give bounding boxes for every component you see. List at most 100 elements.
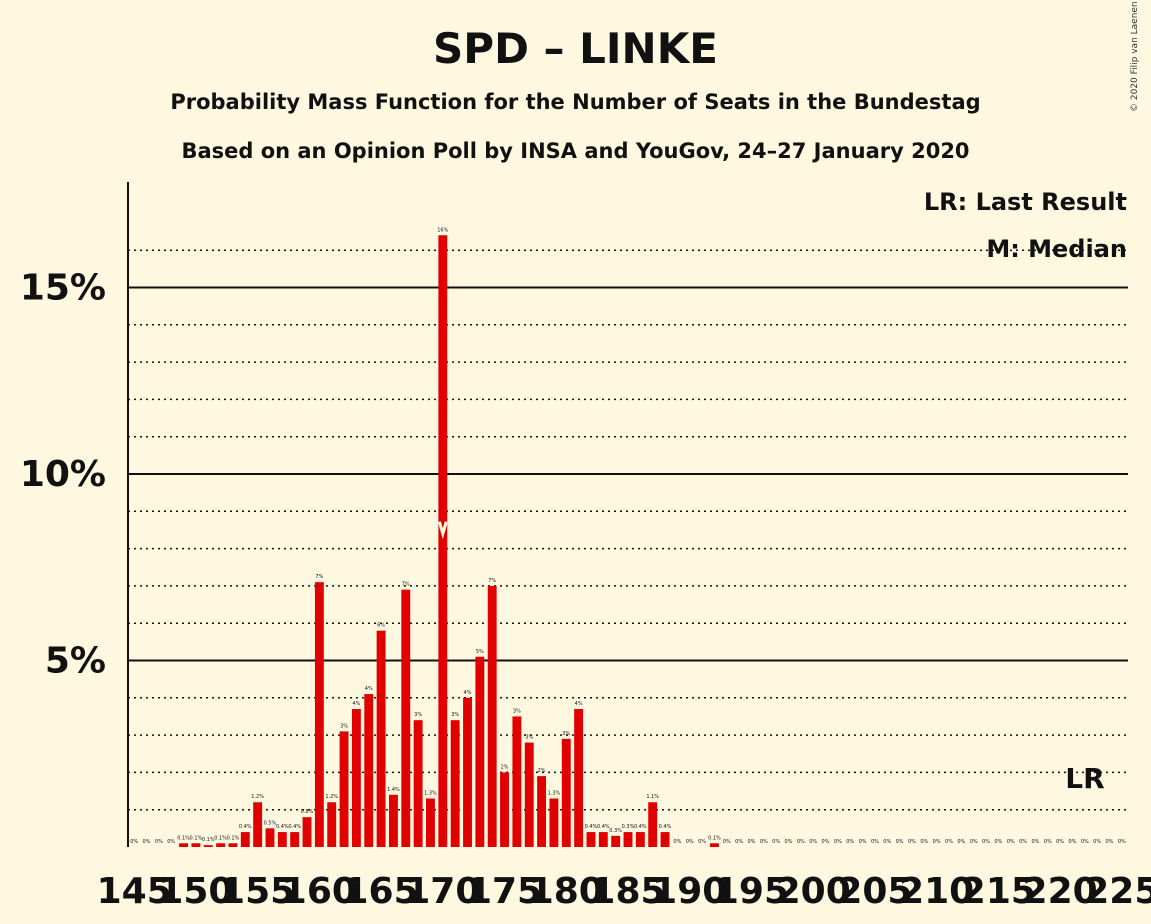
bar [203, 845, 213, 847]
y-axis: 5% 10% 15% [20, 182, 129, 847]
gridlines [128, 249, 1128, 811]
bar [586, 832, 596, 847]
bar-value-label: 4% [575, 701, 583, 707]
bar [339, 731, 349, 847]
x-tick-label: 190 [652, 871, 727, 912]
bar-value-label: 7% [402, 582, 410, 588]
bar [216, 843, 226, 847]
bar-value-label: 0% [994, 839, 1002, 845]
bar [388, 794, 398, 847]
bar [524, 742, 534, 847]
bar-value-label: 0.1% [227, 835, 240, 841]
bar-value-label: 16% [437, 227, 448, 233]
bar [438, 235, 448, 847]
bar-value-label: 0.1% [177, 835, 190, 841]
x-axis: 1451501551601651701751801851901952002052… [97, 871, 1151, 912]
bar [648, 802, 658, 847]
bar-value-label: 5% [476, 649, 484, 655]
bar-value-label: 0% [723, 839, 731, 845]
bar-value-label: 0% [834, 839, 842, 845]
bar [561, 738, 571, 847]
bar-value-label: 0% [809, 839, 817, 845]
bar [401, 589, 411, 847]
x-tick-label: 215 [961, 871, 1036, 912]
x-tick-label: 200 [776, 871, 851, 912]
bar [709, 843, 719, 847]
bar-value-label: 0.1% [190, 835, 203, 841]
bar-value-label: 0% [1007, 839, 1015, 845]
bar [351, 708, 361, 847]
x-tick-label: 185 [590, 871, 665, 912]
chart-subtitle-source: Based on an Opinion Poll by INSA and You… [181, 139, 970, 163]
x-tick-label: 180 [529, 871, 604, 912]
bar [302, 817, 312, 847]
bar [487, 585, 497, 847]
bar [253, 802, 263, 847]
bar-value-label: 0.4% [288, 824, 301, 830]
bar-value-label: 0.4% [276, 824, 289, 830]
bar [500, 772, 509, 847]
bar-value-label: 0% [1093, 839, 1101, 845]
x-tick-label: 195 [714, 871, 789, 912]
y-tick-label: 15% [20, 268, 106, 309]
bar-value-label: 0% [982, 839, 990, 845]
bar-value-label: 4% [464, 690, 472, 696]
bar-value-label: 0% [1019, 839, 1027, 845]
bar [290, 832, 300, 847]
bar-value-label: 0% [735, 839, 743, 845]
bar-value-label: 2% [538, 768, 546, 774]
bar-value-label: 4% [365, 686, 373, 692]
bar [512, 716, 522, 847]
bar [537, 776, 547, 847]
median-marker [437, 521, 448, 540]
bar [277, 832, 287, 847]
bar [426, 798, 435, 847]
legend-median: M: Median [986, 235, 1127, 263]
bar [598, 832, 608, 847]
bar-value-label: 0% [698, 839, 706, 845]
bar [660, 832, 670, 847]
bar [191, 843, 201, 847]
bar-value-label: 3% [525, 735, 533, 741]
bar-value-label: 0% [167, 839, 175, 845]
bar-value-label: 2% [501, 764, 509, 770]
x-tick-label: 160 [282, 871, 357, 912]
bar [450, 720, 460, 847]
x-tick-label: 150 [158, 871, 233, 912]
bar-value-label: 0% [1118, 839, 1126, 845]
bar-value-label: 0% [822, 839, 830, 845]
bar-value-label: 0% [908, 839, 916, 845]
last-result-marker-label: LR [1065, 762, 1104, 795]
bar-value-label: 0% [772, 839, 780, 845]
bar [611, 835, 621, 847]
bar-value-label: 0% [1106, 839, 1114, 845]
chart-subtitle: Probability Mass Function for the Number… [170, 90, 981, 114]
bar-value-label: 7% [488, 578, 496, 584]
bar-value-label: 0% [896, 839, 904, 845]
bar-value-label: 0.1% [214, 835, 227, 841]
x-tick-label: 145 [97, 871, 172, 912]
bar-value-label: 4% [352, 701, 360, 707]
bar [574, 708, 584, 847]
bars: 0% 0% 0% 0%0.1% 0.1% 0.1% 0.1% 0.1%0.4%1.2%0.5%… [130, 227, 1126, 847]
bar-value-label: 1.1% [646, 794, 659, 800]
bar-value-label: 0% [871, 839, 879, 845]
bar-value-label: 3% [513, 708, 521, 714]
bar-value-label: 0% [859, 839, 867, 845]
bar-value-label: 0% [1031, 839, 1039, 845]
bar-value-label: 0% [785, 839, 793, 845]
bar-value-label: 0.1% [202, 837, 215, 843]
bar-value-label: 0% [155, 839, 163, 845]
x-tick-label: 170 [405, 871, 480, 912]
legend-last-result: LR: Last Result [924, 188, 1127, 216]
bar-value-label: 7% [315, 574, 323, 580]
x-tick-label: 220 [1023, 871, 1098, 912]
bar-value-label: 1.4% [387, 787, 400, 793]
bar [314, 582, 324, 847]
bar-value-label: 0% [957, 839, 965, 845]
bar [364, 694, 374, 847]
bar-value-label: 0.4% [239, 824, 252, 830]
bar-value-label: 3% [414, 712, 422, 718]
x-tick-label: 210 [899, 871, 974, 912]
